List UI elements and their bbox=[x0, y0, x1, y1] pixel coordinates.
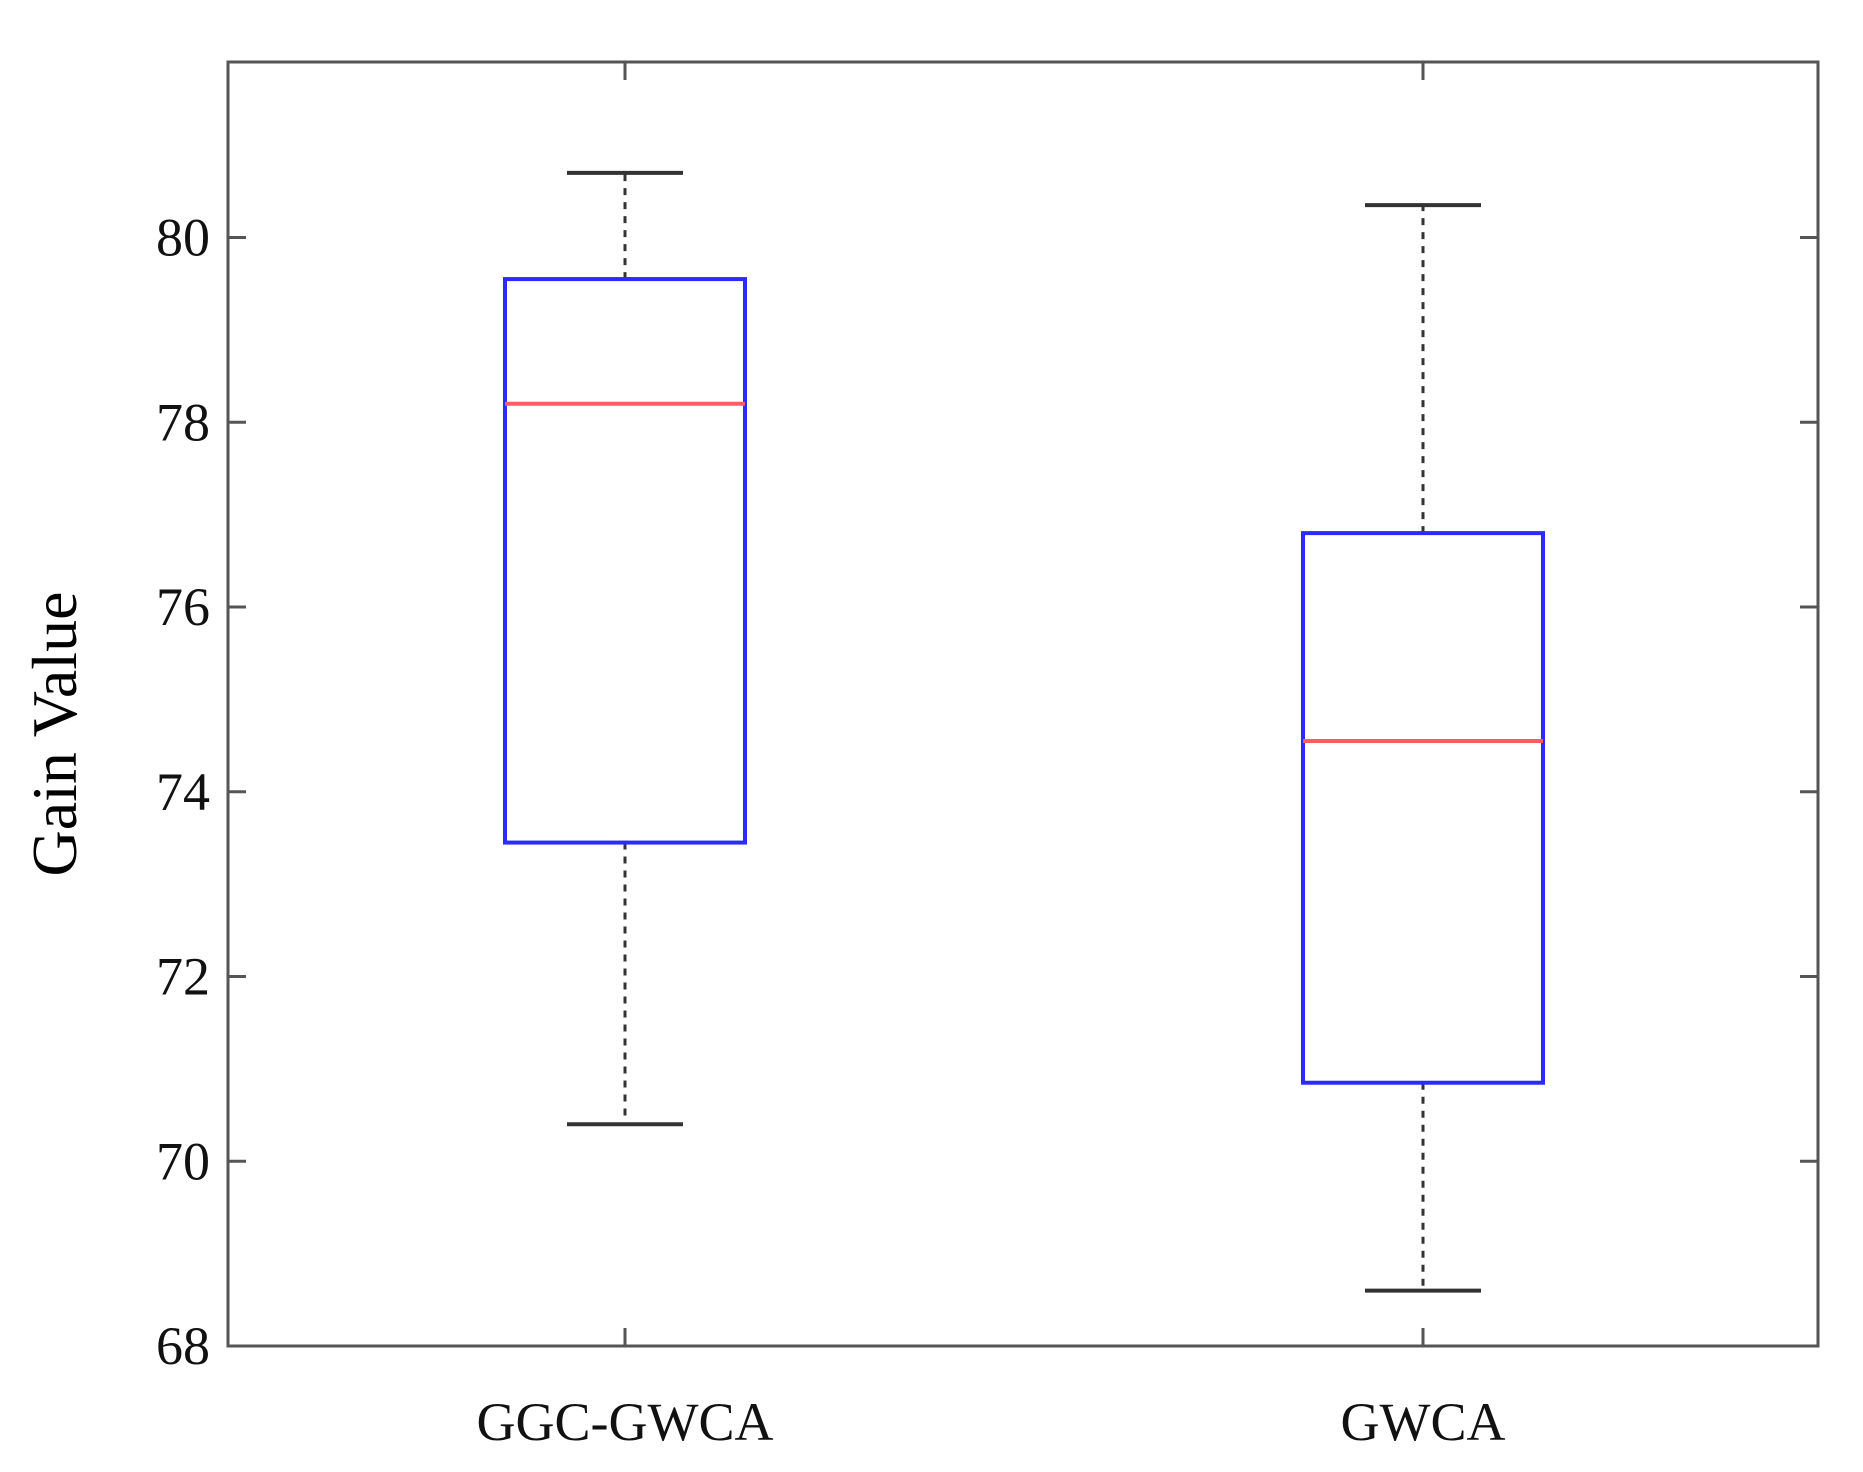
iqr-box bbox=[503, 277, 747, 845]
x-axis-ticks: GGC-GWCA GWCA bbox=[477, 62, 1506, 1452]
y-tick-label: 72 bbox=[156, 947, 210, 1007]
y-axis-ticks: 68 70 72 74 76 78 80 bbox=[156, 208, 1818, 1376]
y-tick-label: 78 bbox=[156, 392, 210, 452]
box-series bbox=[503, 170, 1545, 1293]
x-tick-label: GGC-GWCA bbox=[477, 1392, 774, 1452]
y-axis-title: Gain Value bbox=[19, 592, 90, 877]
y-tick-label: 68 bbox=[156, 1316, 210, 1376]
x-tick-label: GWCA bbox=[1341, 1392, 1506, 1452]
iqr-box bbox=[1301, 531, 1545, 1085]
y-tick-label: 80 bbox=[156, 208, 210, 268]
y-tick-label: 76 bbox=[156, 577, 210, 637]
y-tick-label: 74 bbox=[156, 762, 210, 822]
plot-area bbox=[226, 60, 1820, 1348]
y-tick-label: 70 bbox=[156, 1131, 210, 1191]
